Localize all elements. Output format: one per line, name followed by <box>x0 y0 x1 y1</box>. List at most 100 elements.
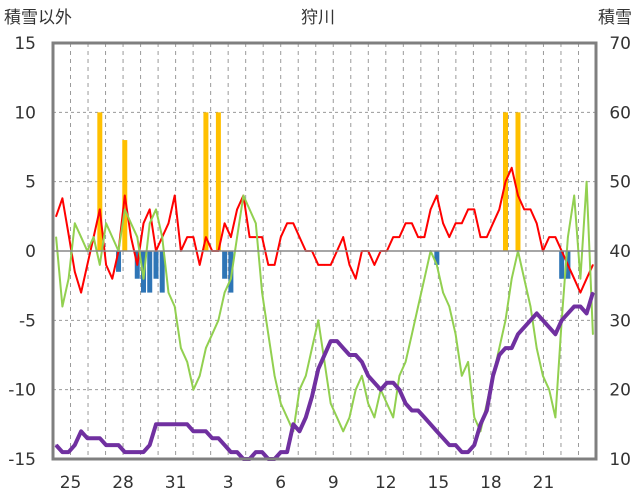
data-point <box>417 236 419 238</box>
data-point <box>74 222 76 225</box>
data-point <box>529 305 532 308</box>
data-point <box>223 444 226 446</box>
data-point <box>217 319 220 322</box>
data-point <box>230 451 232 453</box>
data-point <box>411 333 413 336</box>
data-point <box>479 236 482 238</box>
data-point <box>99 264 101 266</box>
data-point <box>479 423 482 426</box>
data-point <box>442 291 444 294</box>
right-axis-ticks: 70 60 50 40 30 20 10 <box>609 34 631 470</box>
data-point <box>348 354 351 356</box>
data-point <box>492 222 494 225</box>
data-point <box>248 208 251 211</box>
data-point <box>80 291 82 294</box>
data-point <box>329 264 332 266</box>
data-point <box>461 451 463 453</box>
data-point <box>485 236 488 238</box>
data-point <box>448 305 451 308</box>
data-point <box>579 305 582 308</box>
data-point <box>161 423 164 426</box>
data-point <box>61 197 64 200</box>
data-point <box>423 236 426 238</box>
data-point <box>504 319 507 322</box>
data-point <box>136 236 139 238</box>
x-tick-label: 15 <box>428 473 450 493</box>
data-point <box>111 277 114 280</box>
data-point <box>498 354 501 356</box>
data-point <box>423 277 426 280</box>
data-point <box>292 423 295 426</box>
data-point <box>417 305 419 308</box>
data-point <box>317 319 320 322</box>
data-point <box>286 222 288 225</box>
data-point <box>74 271 76 273</box>
data-point <box>186 423 188 426</box>
data-point <box>523 208 526 211</box>
data-point <box>148 444 151 446</box>
data-point <box>236 451 238 453</box>
data-point <box>386 402 388 405</box>
data-point <box>304 375 307 377</box>
data-point <box>261 451 263 453</box>
right-tick-label: 40 <box>609 242 631 262</box>
series-line <box>55 180 594 433</box>
data-point <box>398 375 401 377</box>
left-tick-label: -10 <box>8 381 36 401</box>
data-point <box>473 416 476 419</box>
data-point <box>361 375 363 377</box>
data-point <box>167 291 170 294</box>
right-tick-label: 20 <box>609 381 631 401</box>
data-point <box>192 430 195 433</box>
data-point <box>535 222 538 225</box>
data-point <box>198 264 201 266</box>
data-point <box>280 236 282 238</box>
data-point <box>55 236 57 238</box>
data-point <box>273 264 276 266</box>
data-point <box>585 180 588 183</box>
data-point <box>454 444 457 446</box>
data-point <box>304 416 307 419</box>
data-point <box>492 375 494 377</box>
data-point <box>67 233 70 236</box>
bar <box>159 251 165 293</box>
x-tick-label: 3 <box>223 473 234 493</box>
data-point <box>186 361 188 363</box>
data-point <box>55 215 57 218</box>
data-point <box>592 291 594 294</box>
bar <box>97 112 103 251</box>
data-point <box>523 326 526 329</box>
data-point <box>585 312 588 315</box>
data-point <box>448 444 451 446</box>
data-point <box>473 444 476 446</box>
data-point <box>554 236 557 238</box>
data-point <box>517 194 519 197</box>
data-point <box>504 347 507 349</box>
x-tick-label: 18 <box>480 473 502 493</box>
data-point <box>311 395 313 398</box>
data-point <box>529 208 532 211</box>
data-point <box>567 236 569 238</box>
data-point <box>510 167 513 169</box>
data-point <box>136 264 139 266</box>
x-tick-label: 9 <box>328 473 339 493</box>
data-point <box>348 264 351 266</box>
data-point <box>560 319 563 322</box>
data-point <box>298 236 301 238</box>
data-point <box>55 444 57 446</box>
data-point <box>429 423 432 426</box>
data-point <box>105 444 107 446</box>
data-point <box>436 430 438 433</box>
bar <box>222 251 228 279</box>
data-point <box>392 381 394 384</box>
data-point <box>211 437 213 440</box>
data-point <box>417 409 419 412</box>
data-point <box>292 222 295 225</box>
data-point <box>573 277 575 280</box>
data-point <box>130 451 132 453</box>
data-point <box>80 430 82 433</box>
data-point <box>386 381 388 384</box>
data-point <box>242 194 245 197</box>
data-point <box>354 277 357 280</box>
